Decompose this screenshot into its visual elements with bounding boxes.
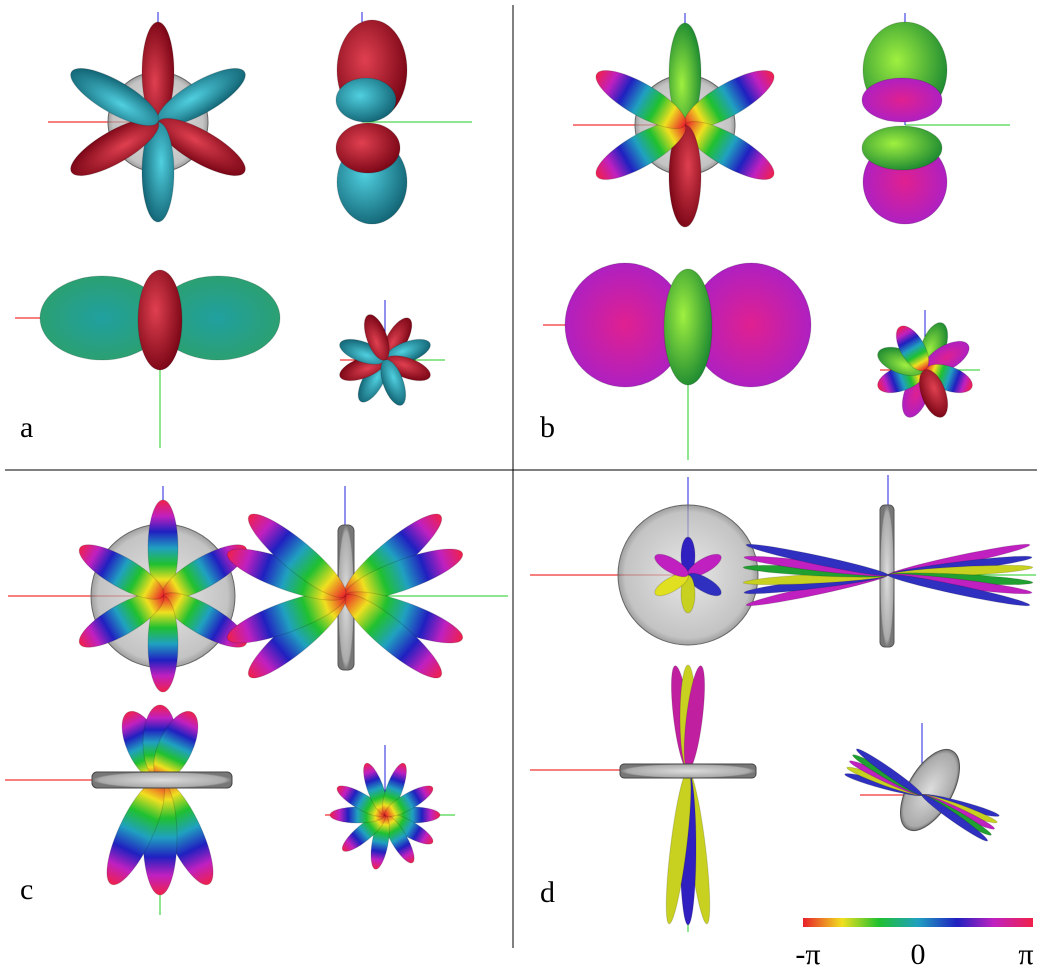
panel-label: a [20, 411, 33, 444]
lobe [335, 77, 397, 123]
lobe [654, 553, 689, 578]
colorbar-label: 0 [911, 938, 926, 970]
lobe [247, 513, 347, 599]
lobe [861, 125, 943, 171]
lobe [380, 359, 407, 406]
lobe [384, 785, 434, 818]
lobe [855, 748, 923, 796]
panel-label: b [540, 411, 555, 444]
lobe [137, 269, 183, 371]
lobe [918, 369, 949, 418]
lobe [663, 268, 713, 386]
colorbar [803, 918, 1033, 927]
lobe [78, 544, 165, 600]
lobe [335, 122, 401, 174]
panel-label: c [20, 873, 33, 906]
lobe [861, 77, 943, 123]
artwork [5, 12, 1036, 932]
panel-label: d [540, 876, 555, 909]
disk-edge [91, 771, 233, 789]
colorbar-label: π [1018, 938, 1033, 970]
lobe [745, 543, 889, 577]
lobe [595, 69, 687, 130]
lobe [70, 67, 160, 127]
colorbar-label: -π [795, 938, 820, 970]
disk-edge [619, 763, 757, 779]
